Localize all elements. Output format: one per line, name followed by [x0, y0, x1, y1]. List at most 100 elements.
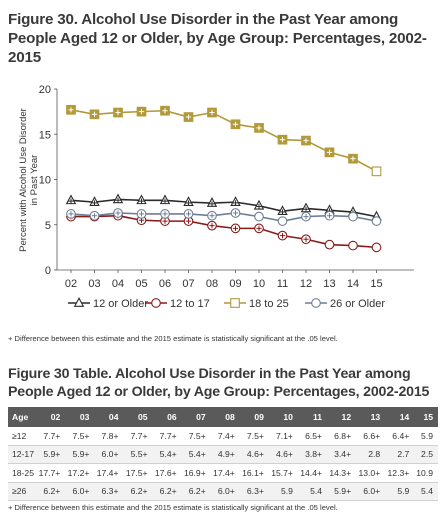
table-header-year: 15 — [414, 407, 438, 427]
table-cell-value: 7.5+ — [65, 427, 95, 446]
table-cell-value: 5.9 — [385, 482, 415, 501]
legend-label-0: 12 or Older — [93, 298, 148, 310]
table-cell-value: 7.7+ — [36, 427, 66, 446]
table-cell-value: 5.4 — [297, 482, 328, 501]
table-cell-value: 6.2+ — [181, 482, 211, 501]
table-cell-value: 6.0+ — [356, 482, 386, 501]
series-2-point — [371, 166, 382, 177]
legend-label-1: 12 to 17 — [170, 298, 210, 310]
table-cell-value: 17.7+ — [36, 463, 66, 483]
table-cell-value: 17.6+ — [152, 463, 182, 483]
table-header-year: 13 — [356, 407, 386, 427]
figure-note: + Difference between this estimate and t… — [8, 334, 338, 343]
x-tick-label: 13 — [323, 278, 335, 290]
table-cell-value: 6.5+ — [297, 427, 328, 446]
table-cell-value: 5.9+ — [65, 445, 95, 464]
table-cell-value: 17.4+ — [210, 463, 240, 483]
table-cell-value: 13.0+ — [356, 463, 386, 483]
x-tick-label: 08 — [206, 278, 218, 290]
table-header-year: 02 — [36, 407, 66, 427]
table-cell-value: 5.9 — [268, 482, 298, 501]
y-tick-label: 10 — [39, 175, 51, 187]
table-cell-value: 4.6+ — [239, 445, 269, 464]
x-tick-label: 02 — [65, 278, 77, 290]
series-line-2 — [70, 109, 377, 173]
table-header-year: 06 — [152, 407, 182, 427]
table-header-row: Age 02 03 04 05 06 07 08 09 10 11 12 13 14 15 — [8, 407, 438, 427]
x-tick-label: 09 — [229, 278, 241, 290]
table-cell-value: 5.9 — [414, 427, 438, 446]
table-header-year: 10 — [268, 407, 298, 427]
table-cell-value: 6.4+ — [385, 427, 415, 446]
table-cell-value: 6.3+ — [239, 482, 269, 501]
legend-marker-2 — [230, 298, 240, 308]
table-cell-value: 2.7 — [385, 445, 415, 464]
table-header-age: Age — [8, 407, 37, 427]
x-tick-label: 15 — [370, 278, 382, 290]
table-cell-value: 6.3+ — [94, 482, 124, 501]
series-3-point — [371, 216, 382, 226]
table-cell-value: 12.3+ — [385, 463, 415, 483]
series-line-0 — [70, 198, 377, 218]
table-cell-age: 18-25 — [8, 463, 37, 483]
table-cell-value: 6.2+ — [152, 482, 182, 501]
x-tick-label: 14 — [347, 278, 359, 290]
table-cell-value: 6.0+ — [210, 482, 240, 501]
legend-marker-0 — [73, 297, 85, 307]
table-cell-value: 2.8 — [356, 445, 386, 464]
legend-marker-1 — [151, 298, 161, 308]
table-cell-value: 7.5+ — [239, 427, 269, 446]
table-cell-value: 5.9+ — [327, 482, 357, 501]
x-tick-label: 07 — [182, 278, 194, 290]
table-row: 12-17 5.9+ 5.9+ 6.0+ 5.5+ 5.4+ 5.4+ 4.9+ 4.6+ 4.6… — [8, 445, 438, 464]
table-header-year: 09 — [239, 407, 269, 427]
table-cell-value: 5.4+ — [181, 445, 211, 464]
y-tick-label: 20 — [39, 84, 51, 96]
table-cell-value: 10.9 — [414, 463, 438, 483]
table-header-year: 11 — [297, 407, 328, 427]
table-cell-age: ≥26 — [8, 482, 37, 501]
table-cell-age: 12-17 — [8, 445, 37, 464]
table-row: 18-25 17.7+ 17.2+ 17.4+ 17.5+ 17.6+ 16.9+ 17.4+… — [8, 463, 438, 483]
table-cell-value: 3.8+ — [297, 445, 328, 464]
legend-label-2: 18 to 25 — [249, 298, 289, 310]
legend-marker-3 — [311, 298, 321, 308]
y-tick-label: 0 — [45, 265, 51, 277]
table-header-year: 05 — [123, 407, 153, 427]
table-cell-value: 14.3+ — [327, 463, 357, 483]
table-header-year: 12 — [327, 407, 357, 427]
table-cell-value: 17.2+ — [65, 463, 95, 483]
table-body: ≥12 7.7+ 7.5+ 7.8+ 7.7+ 7.7+ 7.5+ 7.4+ 7.5+ 7.1+ 6… — [8, 427, 438, 501]
table-cell-value: 6.0+ — [94, 445, 124, 464]
table-cell-age: ≥12 — [8, 427, 37, 446]
x-tick-label: 04 — [112, 278, 124, 290]
table-cell-value: 17.4+ — [94, 463, 124, 483]
table-cell-value: 4.6+ — [268, 445, 298, 464]
table-cell-value: 7.8+ — [94, 427, 124, 446]
table-cell-value: 16.1+ — [239, 463, 269, 483]
table-cell-value: 14.4+ — [297, 463, 328, 483]
table-cell-value: 17.5+ — [123, 463, 153, 483]
table-cell-value: 5.4+ — [152, 445, 182, 464]
series-3-point — [277, 216, 288, 226]
table-cell-value: 7.7+ — [152, 427, 182, 446]
table-header-year: 04 — [94, 407, 124, 427]
x-tick-label: 10 — [253, 278, 265, 290]
table-cell-value: 7.5+ — [181, 427, 211, 446]
table-header-year: 14 — [385, 407, 415, 427]
table-cell-value: 3.4+ — [327, 445, 357, 464]
data-table: Age 02 03 04 05 06 07 08 09 10 11 12 13 14 15 ≥12 7.7+ 7… — [8, 407, 438, 501]
table-cell-value: 2.5 — [414, 445, 438, 464]
table-note: + Difference between this estimate and t… — [8, 503, 338, 512]
table-cell-value: 5.5+ — [123, 445, 153, 464]
series-1-point — [348, 240, 358, 251]
table-cell-value: 7.4+ — [210, 427, 240, 446]
series-3-point — [254, 211, 264, 222]
y-axis-label: Percent with Alcohol Use Disorderin Past… — [18, 108, 40, 252]
series-1-point — [371, 242, 382, 253]
table-cell-value: 6.0+ — [65, 482, 95, 501]
table-cell-value: 6.2+ — [36, 482, 66, 501]
table-cell-value: 15.7+ — [268, 463, 298, 483]
table-cell-value: 4.9+ — [210, 445, 240, 464]
